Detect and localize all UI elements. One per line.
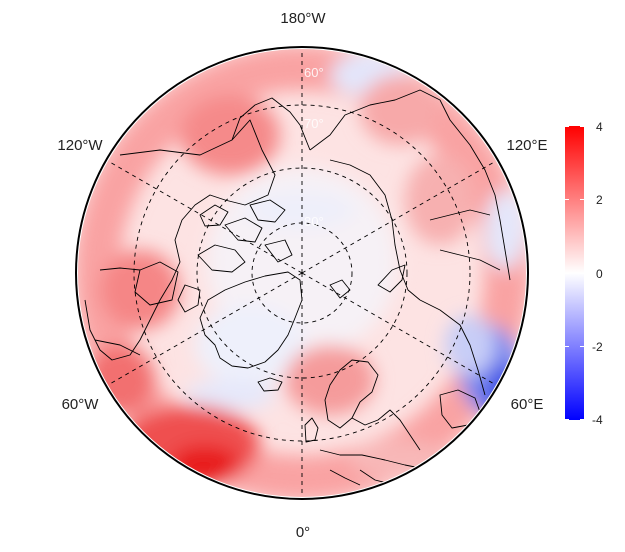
colorbar-tick-minus4: -4 — [592, 413, 603, 427]
lon-label-180w: 180°W — [280, 10, 326, 27]
lat-label-70: 70° — [304, 116, 324, 131]
lon-label-60e: 60°E — [511, 396, 544, 413]
lon-label-0: 0° — [296, 524, 310, 541]
colorbar: 4 2 0 -2 -4 — [565, 120, 603, 427]
colorbar-tick-0: 0 — [596, 267, 603, 281]
colorbar-gradient — [565, 126, 584, 420]
anomaly-field — [78, 49, 526, 497]
colorbar-tick-4: 4 — [596, 120, 603, 134]
colorbar-tick-2: 2 — [596, 193, 603, 207]
colorbar-tick-minus2: -2 — [592, 340, 603, 354]
lon-label-120w: 120°W — [57, 137, 103, 154]
lon-label-120e: 120°E — [506, 137, 547, 154]
map-boundary — [75, 46, 529, 500]
lat-label-60: 60° — [304, 65, 324, 80]
lon-label-60w: 60°W — [62, 396, 100, 413]
graticule — [78, 49, 526, 497]
lat-label-80: 80° — [304, 214, 324, 229]
